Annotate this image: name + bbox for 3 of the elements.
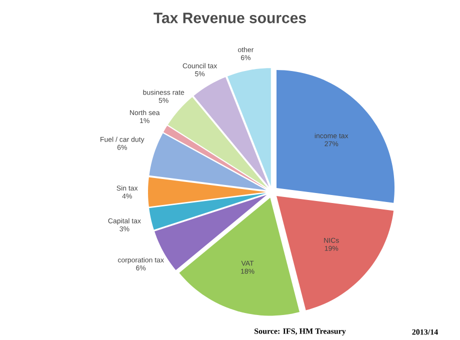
chart-title: Tax Revenue sources — [154, 12, 306, 24]
text: 2013/14 — [412, 329, 438, 335]
source-note: Source: IFS, HM Treasury — [254, 328, 346, 336]
